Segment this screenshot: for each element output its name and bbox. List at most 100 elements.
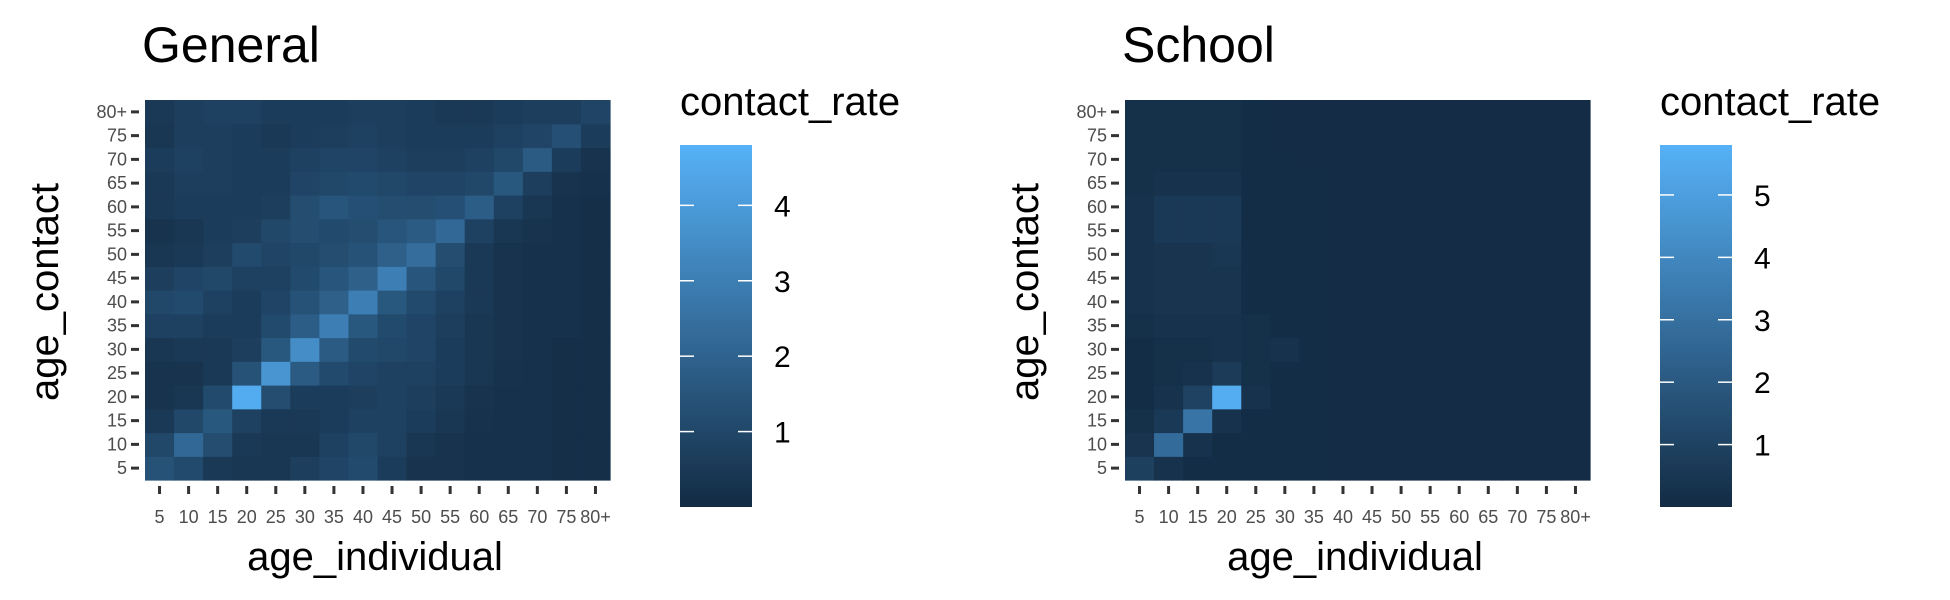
heatmap-cell: [580, 123, 611, 149]
heatmap-cell: [464, 432, 495, 457]
heatmap-cell: [1444, 337, 1475, 362]
heatmap-cell: [203, 313, 233, 339]
heatmap-cell: [522, 242, 553, 267]
heatmap-cells: [1125, 100, 1591, 481]
heatmap-cell: [145, 242, 175, 267]
heatmap-cell: [1299, 171, 1330, 196]
heatmap-cell: [1241, 432, 1271, 457]
heatmap-cell: [1212, 456, 1242, 481]
heatmap-cell: [406, 123, 437, 149]
heatmap-cell: [174, 242, 204, 267]
heatmap-cell: [174, 432, 204, 457]
heatmap-cell: [348, 195, 379, 220]
heatmap-cell: [1270, 408, 1300, 434]
heatmap-cell: [1299, 218, 1330, 244]
heatmap-cell: [522, 408, 553, 434]
heatmap-cell: [1270, 361, 1300, 386]
heatmap-cell: [1560, 361, 1591, 386]
heatmap-cell: [1473, 100, 1504, 125]
y-tick-label: 65: [1087, 173, 1107, 193]
x-tick-label: 5: [155, 507, 165, 527]
heatmap-cell: [406, 100, 437, 125]
heatmap-cell: [1154, 100, 1184, 125]
heatmap-cell: [174, 266, 204, 291]
heatmap-cell: [1415, 408, 1446, 434]
heatmap-cell: [1154, 195, 1184, 220]
x-axis: 5 10 15 20 25 30 35 40 45 50 55 60 65 70 75 80+: [1135, 486, 1591, 527]
y-tick-label: 25: [1087, 363, 1107, 383]
heatmap-cell: [464, 361, 495, 386]
heatmap-cell: [1328, 337, 1359, 362]
color-legend: 1 2 3 4: [680, 145, 791, 507]
heatmap-cell: [232, 361, 262, 386]
heatmap-cell: [464, 456, 495, 481]
heatmap-cell: [1212, 266, 1242, 291]
heatmap-cell: [522, 123, 553, 149]
heatmap-cell: [261, 361, 291, 386]
heatmap-cell: [348, 313, 379, 339]
y-tick-label: 60: [107, 197, 127, 217]
heatmap-cell: [1183, 171, 1213, 196]
heatmap-cell: [261, 456, 291, 481]
heatmap-cell: [1444, 123, 1475, 149]
heatmap-cell: [319, 313, 350, 339]
heatmap-cell: [522, 147, 553, 172]
heatmap-cell: [1183, 218, 1213, 244]
heatmap-cell: [1531, 408, 1562, 434]
panel-school: School 5 10 15 20 25 30 35 40 45 50 55 60 65 70 75 80+ …: [1003, 17, 1880, 579]
legend-tick-label: 3: [774, 266, 791, 299]
heatmap-cell: [580, 408, 611, 434]
heatmap-cell: [261, 408, 291, 434]
heatmap-cell: [203, 100, 233, 125]
heatmap-cell: [1183, 195, 1213, 220]
heatmap-cell: [580, 385, 611, 410]
x-tick-label: 70: [527, 507, 547, 527]
heatmap-cell: [1183, 242, 1213, 267]
heatmap-cell: [406, 195, 437, 220]
heatmap-cell: [377, 266, 408, 291]
heatmap-cell: [551, 290, 582, 315]
heatmap-cell: [580, 242, 611, 267]
heatmap-cell: [551, 123, 582, 149]
heatmap-cell: [1183, 266, 1213, 291]
heatmap-cell: [1415, 313, 1446, 339]
heatmap-cell: [1531, 361, 1562, 386]
y-tick-label: 40: [107, 292, 127, 312]
heatmap-cell: [551, 100, 582, 125]
heatmap-cell: [1357, 313, 1388, 339]
heatmap-cell: [261, 313, 291, 339]
heatmap-cell: [1241, 123, 1271, 149]
heatmap-cell: [1502, 266, 1533, 291]
heatmap-cell: [580, 337, 611, 362]
heatmap-cell: [522, 266, 553, 291]
legend-tick-label: 1: [774, 417, 791, 450]
heatmap-cell: [1444, 100, 1475, 125]
heatmap-cell: [1386, 218, 1417, 244]
heatmap-cell: [290, 313, 320, 339]
heatmap-cell: [348, 408, 379, 434]
heatmap-cell: [522, 100, 553, 125]
heatmap-cell: [145, 290, 175, 315]
heatmap-cell: [145, 218, 175, 244]
y-tick-label: 55: [1087, 221, 1107, 241]
heatmap-cell: [406, 218, 437, 244]
heatmap-cell: [232, 266, 262, 291]
heatmap-cell: [1415, 432, 1446, 457]
heatmap-cell: [580, 100, 611, 125]
heatmap-cell: [1531, 171, 1562, 196]
heatmap-cell: [1212, 432, 1242, 457]
heatmap-cell: [1386, 290, 1417, 315]
y-tick-label: 10: [1087, 434, 1107, 454]
heatmap-cell: [1415, 242, 1446, 267]
heatmap-cell: [290, 195, 320, 220]
heatmap-cell: [435, 147, 466, 172]
y-tick-label: 80+: [1076, 102, 1107, 122]
x-tick-label: 75: [1536, 507, 1556, 527]
heatmap-cell: [1270, 385, 1300, 410]
heatmap-cell: [290, 408, 320, 434]
heatmap-cell: [1241, 385, 1271, 410]
heatmap-cell: [1270, 218, 1300, 244]
heatmap-cell: [1386, 171, 1417, 196]
heatmap-cell: [522, 195, 553, 220]
heatmap-cell: [319, 456, 350, 481]
